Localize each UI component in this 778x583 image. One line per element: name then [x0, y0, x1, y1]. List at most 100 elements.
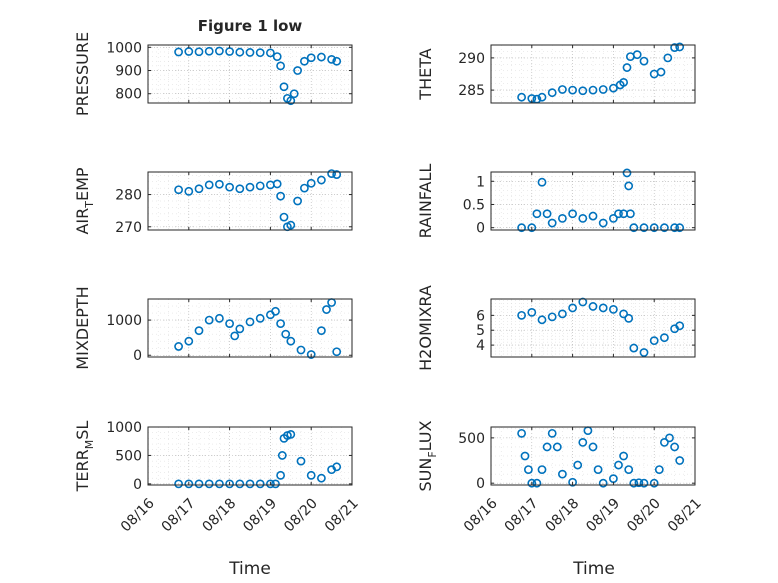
data-point — [299, 56, 309, 66]
data-point — [619, 309, 628, 319]
data-point — [593, 465, 603, 474]
data-point — [204, 180, 214, 190]
data-point — [660, 438, 669, 447]
x-tick-label: 08/18 — [200, 495, 240, 535]
data-point — [517, 223, 526, 233]
data-point — [609, 305, 618, 314]
data-point — [279, 212, 289, 222]
data-point — [573, 460, 583, 470]
data-point — [235, 324, 245, 334]
data-point — [649, 336, 659, 346]
data-point — [622, 168, 632, 178]
data-point — [286, 336, 296, 346]
axes-box — [490, 426, 696, 486]
data-point — [649, 223, 659, 233]
data-point — [527, 478, 537, 488]
y-tick-label: 0 — [476, 221, 485, 237]
data-point — [225, 479, 234, 489]
data-point — [306, 350, 316, 359]
data-point — [327, 54, 336, 64]
data-point — [675, 42, 685, 52]
y-tick-label: 0.5 — [463, 197, 485, 213]
data-point — [619, 77, 628, 87]
data-point — [277, 451, 287, 460]
data-point — [204, 46, 214, 56]
data-point — [174, 342, 183, 351]
data-point — [619, 451, 628, 461]
data-point — [174, 479, 183, 489]
data-point — [609, 83, 618, 93]
y-tick-label: 5 — [476, 323, 485, 339]
y-axis-label: RAINFALL — [416, 164, 435, 239]
subplot-sun-flux: 0 500 08/16 08/17 08/18 08/19 08/20 08/21 SUNFLU… — [416, 420, 705, 535]
data-point — [194, 184, 204, 194]
y-axis-label: THETA — [416, 48, 435, 100]
data-point — [629, 478, 639, 488]
data-point — [184, 336, 194, 346]
data-point — [588, 85, 598, 95]
data-point — [293, 66, 302, 75]
data-point — [296, 456, 306, 466]
data-point — [629, 343, 639, 353]
y-tick-label: 280 — [115, 188, 142, 204]
data-point — [639, 223, 649, 233]
data-point — [537, 177, 547, 187]
x-tick-label: 08/19 — [583, 495, 623, 535]
data-point — [552, 442, 562, 452]
data-point — [578, 297, 588, 307]
data-point — [578, 213, 588, 223]
data-point — [276, 61, 285, 71]
data-point — [322, 305, 331, 314]
data-point — [299, 183, 309, 193]
data-point — [532, 478, 542, 488]
data-point — [598, 85, 608, 94]
data-point — [670, 43, 679, 52]
data-point — [663, 53, 673, 63]
x-axis-label-right: Time — [572, 559, 615, 579]
data-point — [281, 329, 291, 339]
data-point — [656, 67, 666, 77]
data-point — [316, 175, 326, 185]
y-tick-label: 0 — [476, 476, 485, 492]
data-point — [624, 313, 634, 323]
data-point — [547, 88, 557, 98]
y-tick-label: 800 — [115, 87, 142, 103]
data-point — [532, 209, 542, 219]
data-point — [547, 428, 557, 438]
data-point — [332, 462, 342, 472]
data-point — [279, 82, 289, 92]
y-tick-label: 1 — [476, 174, 485, 190]
data-point — [634, 478, 644, 488]
data-point — [289, 89, 299, 99]
data-point — [558, 309, 567, 319]
data-point — [670, 223, 679, 233]
figure-title: Figure 1 low — [198, 17, 303, 35]
axes-box — [147, 426, 353, 486]
data-point — [194, 479, 204, 489]
data-point — [568, 209, 577, 219]
y-tick-label: 290 — [458, 51, 485, 67]
y-tick-label: 1000 — [106, 420, 142, 436]
axes-box — [490, 171, 696, 231]
data-point — [271, 479, 280, 489]
x-tick-label: 08/20 — [624, 495, 664, 535]
data-point — [265, 479, 275, 489]
subplot-air-temp: 270 280 AIRTEMP — [73, 167, 353, 236]
data-point — [214, 179, 224, 189]
data-point — [624, 465, 634, 474]
data-point — [214, 46, 224, 56]
data-point — [286, 96, 296, 106]
data-point — [609, 213, 618, 223]
data-point — [235, 479, 245, 489]
data-point — [520, 451, 530, 461]
y-tick-label: 270 — [115, 220, 142, 236]
data-point — [174, 47, 183, 57]
data-point — [622, 63, 632, 72]
y-tick-label: 4 — [476, 338, 485, 354]
data-point — [184, 479, 194, 489]
data-point — [624, 181, 634, 191]
data-point — [174, 185, 183, 195]
axes-box — [490, 44, 696, 104]
data-point — [332, 56, 342, 66]
